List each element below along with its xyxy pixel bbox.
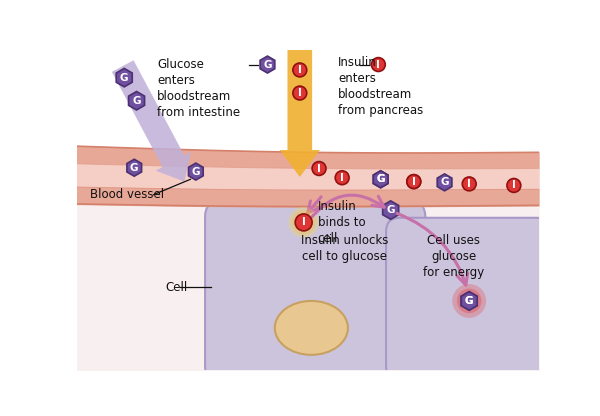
Circle shape (292, 210, 316, 235)
Polygon shape (260, 56, 275, 73)
Ellipse shape (275, 301, 348, 355)
Text: I: I (467, 179, 471, 189)
FancyArrow shape (112, 60, 191, 182)
Circle shape (288, 207, 319, 238)
Polygon shape (373, 171, 388, 188)
Polygon shape (437, 174, 452, 191)
Polygon shape (383, 201, 398, 219)
Text: G: G (465, 296, 473, 306)
Text: G: G (130, 163, 139, 173)
Text: Cell uses
glucose
for energy: Cell uses glucose for energy (423, 234, 484, 279)
Text: I: I (340, 173, 344, 183)
Text: Insulin
binds to
cell: Insulin binds to cell (317, 200, 365, 245)
Text: G: G (386, 205, 395, 215)
FancyArrow shape (280, 50, 320, 177)
Text: Insulin unlocks
cell to glucose: Insulin unlocks cell to glucose (301, 234, 388, 263)
Text: G: G (440, 177, 449, 187)
Text: I: I (412, 176, 416, 187)
Circle shape (507, 178, 521, 192)
FancyBboxPatch shape (386, 218, 551, 380)
Text: G: G (376, 174, 385, 184)
Text: I: I (298, 65, 302, 75)
Text: I: I (317, 163, 321, 173)
Text: Insulin
enters
bloodstream
from pancreas: Insulin enters bloodstream from pancreas (338, 56, 424, 117)
Text: I: I (302, 218, 305, 228)
Polygon shape (127, 159, 142, 176)
Text: G: G (133, 96, 141, 106)
Polygon shape (461, 292, 477, 310)
Polygon shape (128, 92, 145, 110)
Text: G: G (263, 59, 272, 69)
Text: G: G (465, 296, 473, 306)
Text: G: G (191, 166, 200, 176)
Circle shape (371, 58, 385, 72)
Circle shape (407, 175, 421, 188)
Polygon shape (116, 68, 132, 87)
Polygon shape (461, 292, 477, 310)
FancyBboxPatch shape (205, 202, 425, 380)
Polygon shape (373, 171, 388, 188)
Circle shape (295, 214, 312, 231)
Circle shape (293, 86, 307, 100)
Text: Blood vessel: Blood vessel (91, 188, 164, 201)
Circle shape (293, 63, 307, 77)
Circle shape (462, 177, 476, 191)
Circle shape (457, 289, 482, 313)
Text: G: G (120, 73, 128, 83)
Circle shape (407, 175, 421, 188)
Polygon shape (188, 163, 203, 180)
Text: I: I (512, 181, 516, 191)
Text: G: G (376, 174, 385, 184)
Text: I: I (412, 176, 416, 187)
Text: I: I (376, 59, 380, 69)
Circle shape (312, 161, 326, 176)
Circle shape (452, 284, 486, 318)
Text: Glucose
enters
bloodstream
from intestine: Glucose enters bloodstream from intestin… (157, 58, 241, 119)
Text: Cell: Cell (165, 280, 187, 294)
Text: I: I (298, 88, 302, 98)
Circle shape (335, 171, 349, 185)
